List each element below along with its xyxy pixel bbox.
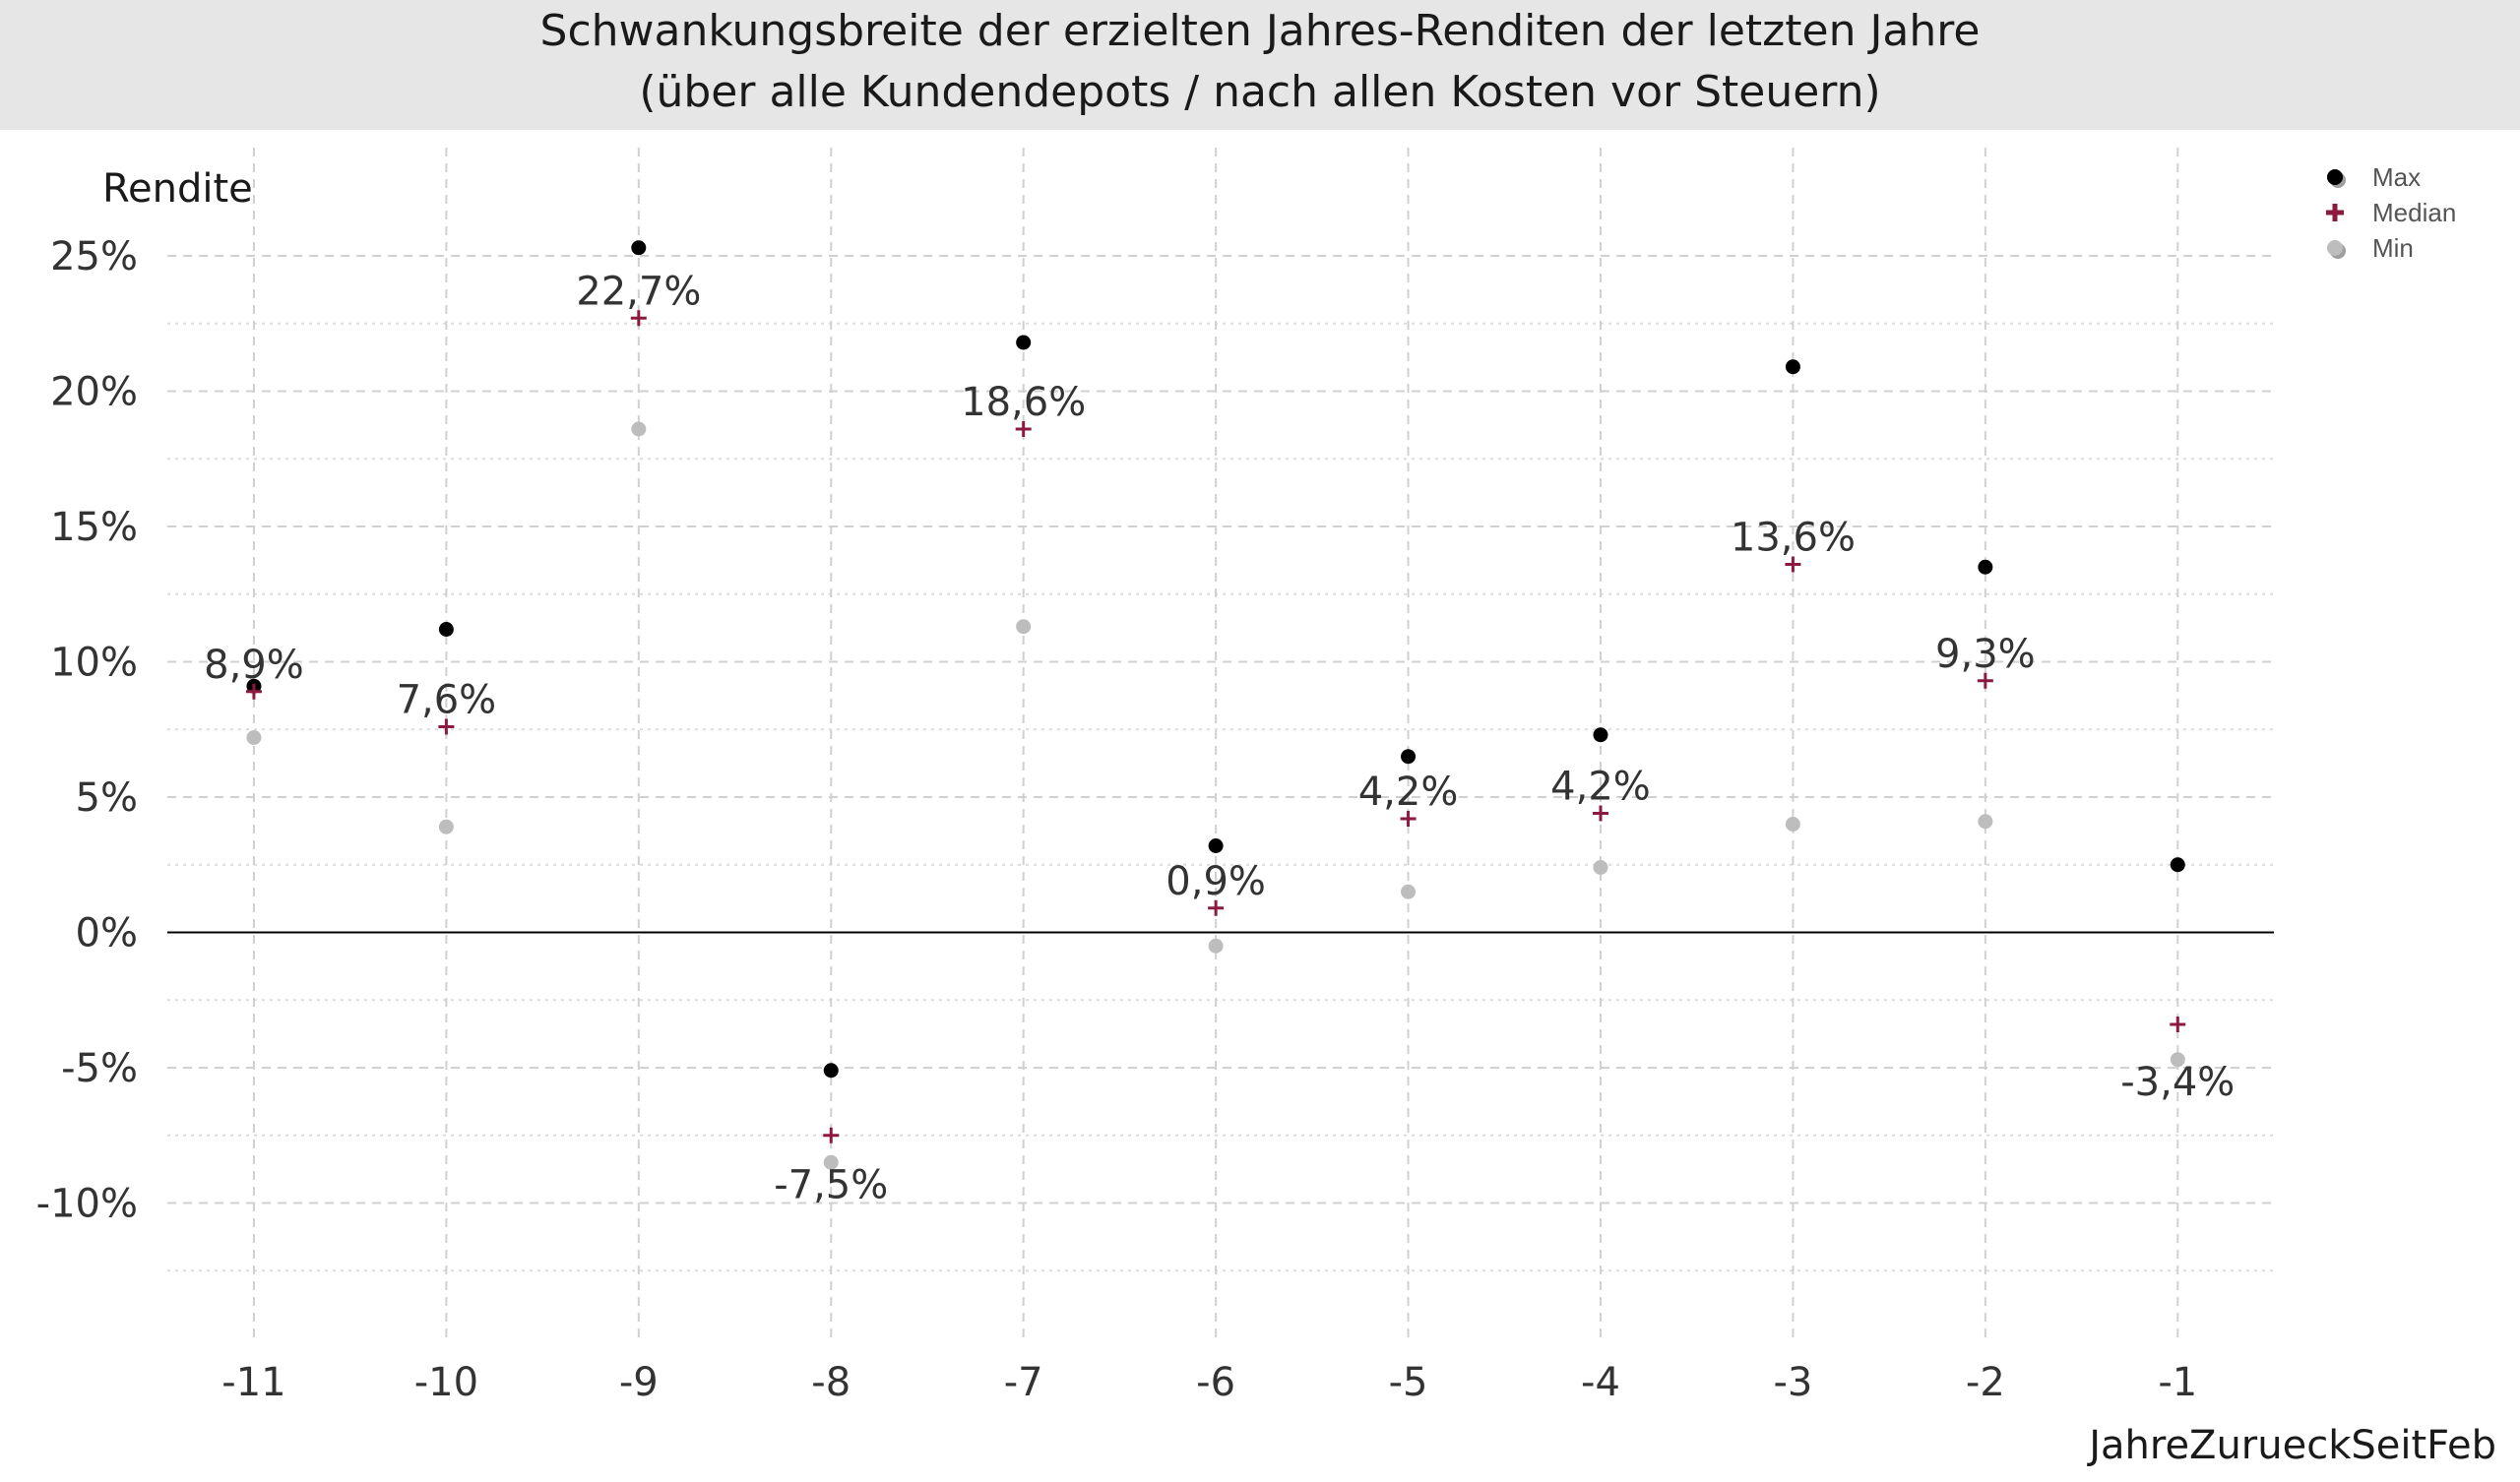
- median-data-label: 4,2%: [1358, 770, 1459, 815]
- x-tick-label: -11: [221, 1360, 285, 1405]
- median-data-label: 0,9%: [1166, 859, 1266, 904]
- median-data-label: 13,6%: [1731, 516, 1856, 561]
- y-tick-label: 25%: [50, 234, 138, 279]
- median-point: [630, 310, 647, 327]
- y-tick-label: 0%: [76, 911, 138, 957]
- min-point: [1016, 619, 1032, 635]
- data-labels: 8,9% 7,6% 22,7% -7,5% 18,6% 0,9% 4,2% 4,2% 13,6%…: [204, 269, 2235, 1207]
- x-tick-label: -8: [811, 1360, 850, 1405]
- y-tick-label: 5%: [76, 775, 138, 821]
- legend: Max Median Min: [2326, 162, 2456, 263]
- min-legend-icon: [2327, 240, 2343, 256]
- median-data-label: 9,3%: [1935, 632, 2036, 677]
- y-tick-label: 20%: [50, 370, 138, 415]
- median-point: [1400, 811, 1417, 827]
- x-tick-label: -6: [1196, 1360, 1235, 1405]
- x-tick-label: -1: [2158, 1360, 2197, 1405]
- min-point: [246, 730, 262, 745]
- median-data-label: 7,6%: [397, 678, 497, 723]
- y-tick-label: -10%: [36, 1182, 138, 1227]
- median-data-label: -7,5%: [774, 1162, 888, 1207]
- median-data-label: 18,6%: [961, 380, 1086, 425]
- min-legend-label: Min: [2372, 233, 2414, 263]
- median-point: [1977, 672, 1993, 689]
- x-axis-title: JahreZurueckSeitFeb: [2086, 1423, 2496, 1468]
- y-axis-title: Rendite: [102, 166, 253, 212]
- min-point: [1208, 938, 1224, 954]
- y-tick-label: -5%: [61, 1046, 138, 1091]
- max-point: [1016, 335, 1032, 350]
- data-marks: [245, 240, 2186, 1170]
- min-point: [631, 421, 647, 437]
- min-point: [1785, 817, 1800, 832]
- max-point: [631, 240, 647, 256]
- min-point: [1978, 814, 1993, 830]
- median-point: [245, 683, 262, 700]
- x-tick-label: -9: [619, 1360, 659, 1405]
- x-tick-label: -7: [1004, 1360, 1043, 1405]
- median-data-label: 4,2%: [1550, 765, 1651, 810]
- x-tick-label: -3: [1773, 1360, 1812, 1405]
- median-data-label: 22,7%: [576, 269, 701, 314]
- min-point: [823, 1154, 839, 1170]
- y-axis: -10% -5% 0% 5% 10% 15% 20% 25%: [36, 234, 138, 1227]
- min-point: [2170, 1052, 2185, 1068]
- max-point: [1208, 838, 1224, 853]
- y-tick-label: 15%: [50, 505, 138, 550]
- max-legend-icon: [2327, 169, 2343, 185]
- max-point: [1785, 359, 1800, 375]
- max-point: [1978, 559, 1993, 575]
- chart-title-bar: Schwankungsbreite der erzielten Jahres-R…: [0, 0, 2520, 130]
- median-point: [438, 718, 455, 735]
- chart-title: Schwankungsbreite der erzielten Jahres-R…: [539, 6, 1981, 56]
- max-point: [438, 622, 454, 637]
- x-tick-label: -5: [1389, 1360, 1428, 1405]
- median-point: [1785, 556, 1801, 573]
- x-tick-label: -10: [414, 1360, 478, 1405]
- chart-subtitle: (über alle Kundendepots / nach allen Kos…: [639, 67, 1881, 117]
- median-point: [1592, 805, 1608, 822]
- min-point: [1593, 860, 1608, 875]
- median-point: [1015, 421, 1032, 437]
- max-point: [823, 1063, 839, 1079]
- median-data-label: -3,4%: [2120, 1060, 2235, 1105]
- median-data-label: 8,9%: [204, 643, 304, 688]
- median-legend-label: Median: [2372, 198, 2456, 227]
- median-point: [2170, 1017, 2186, 1032]
- min-point: [1401, 884, 1417, 899]
- max-point: [2170, 857, 2185, 873]
- x-tick-label: -2: [1966, 1360, 2005, 1405]
- median-point: [823, 1127, 840, 1143]
- y-tick-label: 10%: [50, 641, 138, 686]
- min-point: [438, 819, 454, 834]
- x-axis: -11 -10 -9 -8 -7 -6 -5 -4 -3 -2 -1: [221, 1360, 2197, 1405]
- max-legend-label: Max: [2372, 162, 2421, 192]
- median-point: [1208, 899, 1225, 916]
- max-point: [1401, 749, 1417, 765]
- x-tick-label: -4: [1581, 1360, 1620, 1405]
- max-point: [1593, 727, 1608, 743]
- grid-lines: [167, 148, 2274, 1338]
